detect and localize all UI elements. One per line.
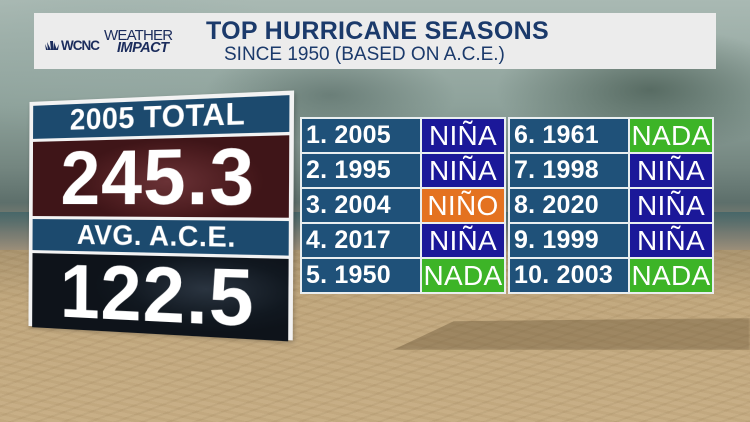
enso-cell: NADA xyxy=(630,119,712,152)
rank-year-cell: 4. 2017 xyxy=(302,224,420,257)
table-row: 5. 1950 NADA xyxy=(302,259,504,292)
enso-cell: NIÑO xyxy=(422,189,504,222)
rank-year-cell: 8. 2020 xyxy=(510,189,628,222)
enso-cell: NADA xyxy=(630,259,712,292)
table-row: 2. 1995 NIÑA xyxy=(302,154,504,187)
total-value: 245.3 xyxy=(32,131,290,222)
enso-cell: NIÑA xyxy=(630,224,712,257)
stats-panel-wrapper: 2005 TOTAL 245.3 AVG. A.C.E. 122.5 xyxy=(28,90,295,344)
table-row: 6. 1961 NADA xyxy=(510,119,712,152)
stats-panel: 2005 TOTAL 245.3 AVG. A.C.E. 122.5 xyxy=(28,90,295,344)
rankings-table-left: 1. 2005 NIÑA 2. 1995 NIÑA 3. 2004 NIÑO 4… xyxy=(300,117,506,294)
table-row: 3. 2004 NIÑO xyxy=(302,189,504,222)
background-shadow xyxy=(392,318,750,350)
logo-station-text: WCNC xyxy=(61,37,100,53)
table-row: 7. 1998 NIÑA xyxy=(510,154,712,187)
enso-cell: NIÑA xyxy=(422,119,504,152)
page-title: TOP HURRICANE SEASONS xyxy=(206,17,549,45)
table-row: 9. 1999 NIÑA xyxy=(510,224,712,257)
header-bar: WCNC WEATHER IMPACT TOP HURRICANE SEASON… xyxy=(34,13,716,69)
rank-year-cell: 2. 1995 xyxy=(302,154,420,187)
avg-ace-value: 122.5 xyxy=(32,249,289,344)
page-subtitle: SINCE 1950 (BASED ON A.C.E.) xyxy=(224,44,505,65)
nbc-peacock-icon xyxy=(45,41,59,50)
enso-cell: NIÑA xyxy=(630,189,712,222)
rank-year-cell: 10. 2003 xyxy=(510,259,628,292)
table-row: 1. 2005 NIÑA xyxy=(302,119,504,152)
logo-impact-text: IMPACT xyxy=(117,40,169,56)
rank-year-cell: 1. 2005 xyxy=(302,119,420,152)
enso-cell: NIÑA xyxy=(630,154,712,187)
rank-year-cell: 9. 1999 xyxy=(510,224,628,257)
table-row: 4. 2017 NIÑA xyxy=(302,224,504,257)
enso-cell: NIÑA xyxy=(422,224,504,257)
table-row: 8. 2020 NIÑA xyxy=(510,189,712,222)
rankings-table-right: 6. 1961 NADA 7. 1998 NIÑA 8. 2020 NIÑA 9… xyxy=(508,117,714,294)
enso-cell: NIÑA xyxy=(422,154,504,187)
rank-year-cell: 7. 1998 xyxy=(510,154,628,187)
logo-weather-text: WEATHER xyxy=(104,27,173,44)
station-logo: WCNC WEATHER IMPACT xyxy=(44,27,173,57)
rank-year-cell: 5. 1950 xyxy=(302,259,420,292)
rank-year-cell: 3. 2004 xyxy=(302,189,420,222)
enso-cell: NADA xyxy=(422,259,504,292)
rank-year-cell: 6. 1961 xyxy=(510,119,628,152)
logo-weather-impact: WEATHER IMPACT xyxy=(104,27,173,56)
table-row: 10. 2003 NADA xyxy=(510,259,712,292)
